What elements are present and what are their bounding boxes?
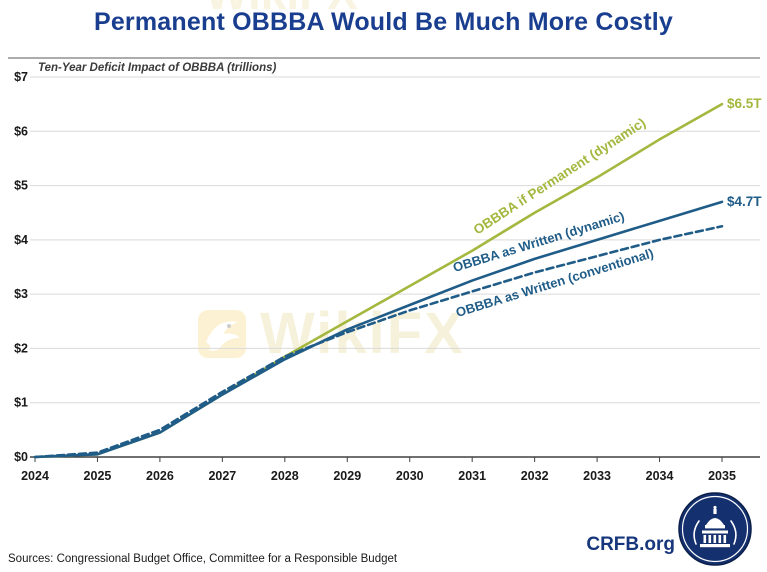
svg-text:2033: 2033 — [583, 469, 611, 483]
svg-text:$6.5T: $6.5T — [727, 96, 762, 111]
svg-text:$6: $6 — [14, 124, 28, 138]
chart-subtitle: Ten-Year Deficit Impact of OBBBA (trilli… — [38, 62, 277, 74]
svg-text:$0: $0 — [14, 450, 28, 464]
svg-text:$5: $5 — [14, 179, 28, 193]
svg-text:2028: 2028 — [271, 469, 299, 483]
svg-text:2032: 2032 — [521, 469, 549, 483]
crfb-capitol-logo — [678, 492, 752, 566]
svg-text:$7: $7 — [14, 70, 28, 84]
svg-text:2034: 2034 — [646, 469, 674, 483]
crfb-brand-text: CRFB.org — [586, 534, 675, 555]
sources-text: Sources: Congressional Budget Office, Co… — [8, 553, 398, 565]
svg-text:$4.7T: $4.7T — [727, 194, 762, 209]
svg-text:$2: $2 — [14, 341, 28, 355]
svg-text:$4: $4 — [14, 233, 28, 247]
svg-text:2025: 2025 — [84, 469, 112, 483]
svg-text:2027: 2027 — [208, 469, 236, 483]
svg-text:2024: 2024 — [21, 469, 49, 483]
svg-text:$3: $3 — [14, 287, 28, 301]
svg-text:2026: 2026 — [146, 469, 174, 483]
svg-text:2030: 2030 — [396, 469, 424, 483]
svg-text:2035: 2035 — [708, 469, 736, 483]
svg-text:2029: 2029 — [333, 469, 361, 483]
chart-title: Permanent OBBBA Would Be Much More Costl… — [93, 8, 674, 36]
svg-text:$1: $1 — [14, 396, 28, 410]
svg-text:2031: 2031 — [458, 469, 486, 483]
